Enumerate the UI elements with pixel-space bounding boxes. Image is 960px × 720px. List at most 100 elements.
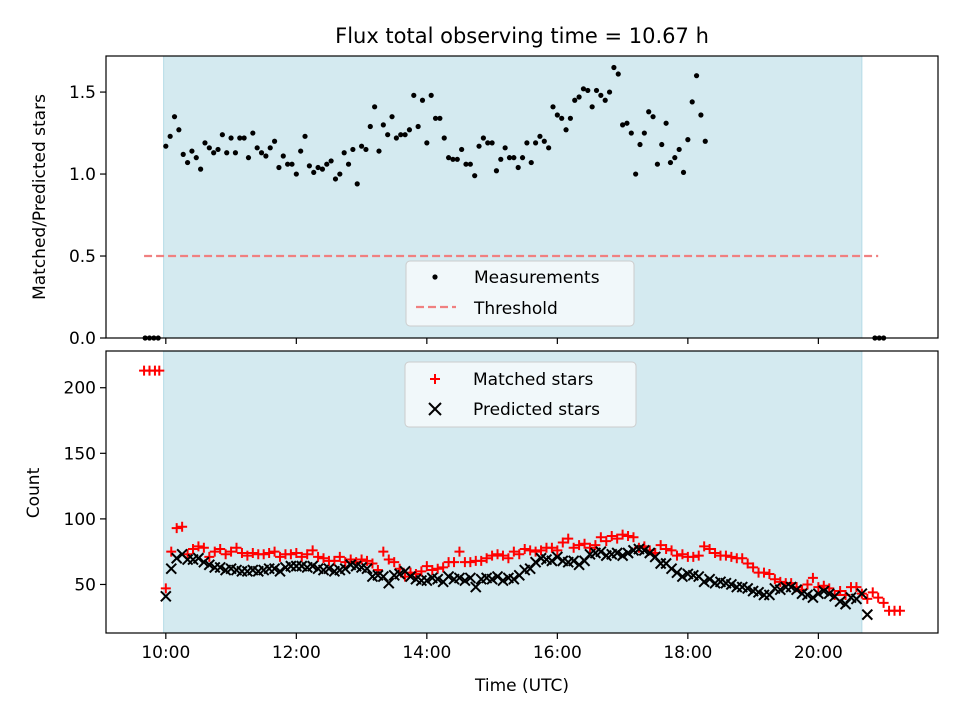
matched-stars-point [606,530,617,541]
matched-stars-point [334,551,345,562]
top-ylabel: Matched/Predicted stars [30,94,50,300]
chart-title: Flux total observing time = 10.67 h [335,24,709,48]
measurement-point [424,140,430,146]
matched-stars-point [465,557,476,568]
measurement-point [546,145,552,151]
measurement-point [241,135,247,141]
measurement-point [598,92,604,98]
x-marker [428,402,442,416]
measurement-point [419,97,426,103]
legend-label-predicted: Predicted stars [473,400,600,420]
measurement-point [441,135,447,141]
measurement-point [415,123,421,130]
measurement-point [250,130,256,136]
matched-stars-point [481,553,492,564]
measurement-point [328,158,334,164]
measurement-point [289,161,295,167]
measurement-point [480,135,486,141]
matched-stars-point [209,546,220,557]
predicted-stars-point [339,563,351,575]
measurement-point [285,161,291,167]
measurement-point [167,133,173,139]
y-tick-label: 0.0 [69,329,96,349]
x-tick-label: 12:00 [272,643,321,663]
measurement-point [476,143,482,149]
matched-stars-point [487,550,498,561]
legend-label-matched: Matched stars [473,370,593,390]
measurement-point [406,127,413,133]
measurement-point [258,150,265,156]
matched-stars-point [525,545,536,556]
matched-stars-point [378,546,389,557]
matched-stars-point [563,533,574,544]
matched-stars-point [291,547,302,558]
matched-stars-point [699,541,710,552]
x-tick-label: 18:00 [663,643,712,663]
y-tick-label: 0.5 [69,247,96,267]
measurement-point [498,156,504,162]
matched-stars-point [628,532,639,543]
matched-stars-point [661,544,672,555]
predicted-stars-point [361,563,373,575]
predicted-stars-point [491,570,504,583]
measurement-point [432,115,439,121]
matched-stars-point [666,545,677,556]
matched-stars-point [536,545,547,556]
matched-stars-point [182,549,193,560]
measurement-point [306,163,312,169]
matched-stars-point [710,547,721,558]
matched-stars-point [198,542,209,553]
matched-stars-point [389,557,400,568]
measurement-point [363,146,369,153]
matched-stars-point [215,544,226,555]
measurement-point [620,122,626,128]
measurement-point [689,99,695,105]
measurement-point [680,169,687,176]
measurement-point [332,176,339,182]
matched-stars-point [302,549,313,560]
y-tick-label: 1.0 [69,165,96,185]
x-axis-label: Time (UTC) [474,676,569,696]
x-tick-label: 10:00 [141,643,190,663]
measurement-point [537,133,543,139]
predicted-stars-point [464,572,477,584]
predicted-stars-point [790,584,803,596]
matched-stars-point [623,530,634,541]
predicted-stars-point [529,556,542,568]
measurement-point [550,104,556,110]
matched-stars-point [693,550,704,561]
matched-stars-point [552,545,563,556]
measurement-point [402,132,408,138]
matched-stars-point [574,540,585,551]
matched-stars-point [285,549,296,560]
matched-stars-point [177,521,188,532]
matched-stars-point [758,567,769,578]
measurement-point [428,92,434,98]
measurement-point [541,138,547,144]
measurement-point [693,73,700,79]
measurement-point [559,115,565,121]
y-tick-label: 200 [64,379,96,399]
measurement-point [615,71,621,77]
matched-stars-point [166,546,177,557]
predicted-stars-point [551,551,564,563]
matched-stars-point [802,579,813,590]
predicted-stars-point [703,573,716,585]
matched-stars-point [427,565,438,576]
matched-stars-point [497,550,508,561]
measurement-point [602,97,608,103]
matched-stars-point [671,550,682,561]
matched-stars-point [612,533,623,544]
measurement-point [532,140,539,146]
predicted-stars-point [567,555,580,567]
measurement-point [580,86,587,92]
x-tick-label: 14:00 [402,643,451,663]
measurement-point [659,141,665,148]
measurement-point [293,171,299,177]
measurement-point [606,89,613,95]
measurement-point [445,155,452,161]
matched-stars-point [835,586,846,597]
measurement-point [206,145,212,151]
legend-label-threshold: Threshold [473,299,558,319]
measurement-point [672,155,678,161]
